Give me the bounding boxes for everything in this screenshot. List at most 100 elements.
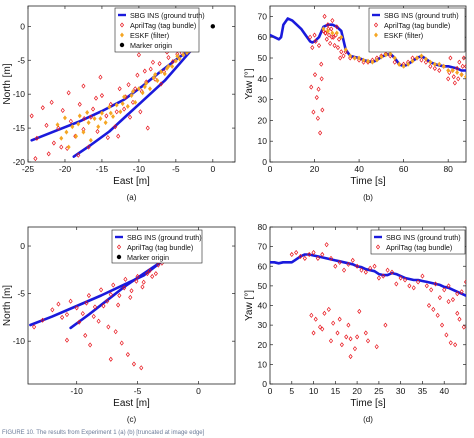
data-point <box>157 61 162 67</box>
data-point <box>383 52 388 58</box>
y-tick-label: -5 <box>17 55 25 65</box>
data-point <box>46 151 51 157</box>
data-point <box>446 283 451 289</box>
data-point <box>108 356 113 362</box>
data-point <box>125 351 130 358</box>
data-point <box>99 92 104 99</box>
data-point <box>29 113 34 119</box>
data-point <box>64 311 70 318</box>
data-point <box>372 263 377 269</box>
legend-box <box>368 7 466 53</box>
data-point <box>165 65 169 71</box>
data-point <box>70 124 75 130</box>
data-point <box>457 316 462 322</box>
data-point <box>150 59 155 65</box>
data-point <box>363 330 368 336</box>
data-point <box>153 271 158 277</box>
data-point <box>330 17 335 24</box>
data-point <box>162 71 167 77</box>
data-point <box>117 86 122 92</box>
data-point <box>315 255 320 261</box>
data-point <box>363 269 368 275</box>
legend-box <box>370 229 466 255</box>
data-point <box>181 52 186 58</box>
data-point <box>118 109 123 115</box>
data-point <box>361 57 366 63</box>
legend: SBG INS (ground truth)AprilTag (tag bund… <box>370 229 466 255</box>
data-point <box>88 342 93 348</box>
data-point <box>88 114 93 120</box>
panel-d-chart: 0 5 10 15 20 25 30 35 40 0 10 20 30 40 50 60 70 80 Time [s… <box>244 222 467 424</box>
data-point <box>433 281 438 287</box>
data-point <box>446 76 451 82</box>
data-point <box>148 66 153 72</box>
data-point <box>289 251 294 258</box>
data-point <box>326 306 331 312</box>
data-point <box>122 106 127 112</box>
data-point <box>419 57 424 63</box>
y-tick-label: 40 <box>258 74 268 84</box>
series-layer <box>29 243 201 371</box>
data-point <box>333 263 338 269</box>
data-point <box>313 38 318 44</box>
x-axis-label: East [m] <box>113 176 150 187</box>
legend-box <box>114 7 200 53</box>
data-point <box>311 249 316 256</box>
y-tick-label: -10 <box>13 336 26 346</box>
data-point <box>348 336 353 342</box>
data-point <box>346 261 351 267</box>
series-layer <box>29 24 216 162</box>
legend-entry: SBG INS (ground truth) <box>130 11 205 20</box>
panel-label: (b) <box>363 193 373 202</box>
y-axis-label: Yaw [°] <box>244 290 255 321</box>
data-point <box>103 120 108 126</box>
x-tick-label: 0 <box>210 164 215 174</box>
y-tick-label: 0 <box>262 379 267 389</box>
data-point <box>309 312 314 318</box>
data-point <box>368 265 373 271</box>
data-point <box>136 86 141 92</box>
data-point <box>99 287 104 293</box>
data-point <box>91 106 96 112</box>
legend-entry: Marker origin <box>127 253 169 262</box>
data-point <box>435 312 440 318</box>
data-point <box>429 287 434 293</box>
data-point <box>151 75 156 81</box>
data-point <box>108 101 113 107</box>
data-point <box>210 24 216 29</box>
data-point <box>339 49 344 55</box>
legend-swatch <box>373 22 379 28</box>
data-point <box>302 255 307 261</box>
data-point <box>320 326 325 332</box>
data-point <box>328 40 333 47</box>
data-point <box>60 107 65 114</box>
y-tick-label: 30 <box>258 95 268 105</box>
data-point <box>139 365 144 371</box>
data-point <box>108 291 113 298</box>
data-point <box>59 135 64 141</box>
data-point <box>99 110 104 116</box>
data-point <box>129 93 134 99</box>
data-point <box>325 22 330 28</box>
data-point <box>32 324 37 330</box>
data-point <box>441 63 446 69</box>
data-point <box>411 285 416 291</box>
y-tick-label: 20 <box>258 115 268 125</box>
data-point <box>331 34 336 40</box>
data-point <box>119 340 124 346</box>
y-tick-label: -15 <box>13 123 26 133</box>
data-point <box>437 295 442 301</box>
x-tick-label: -10 <box>133 164 146 174</box>
x-tick-label: 20 <box>352 386 362 396</box>
data-point <box>88 137 93 143</box>
data-point <box>448 340 453 346</box>
data-point <box>116 133 121 139</box>
legend-entry: AprilTag (tag bundle) <box>384 21 450 30</box>
series-layer <box>270 242 466 360</box>
y-tick-label: 80 <box>258 222 268 232</box>
data-point <box>423 59 428 65</box>
y-axis-label: North [m] <box>2 63 13 104</box>
x-tick-label: 0 <box>268 164 273 174</box>
